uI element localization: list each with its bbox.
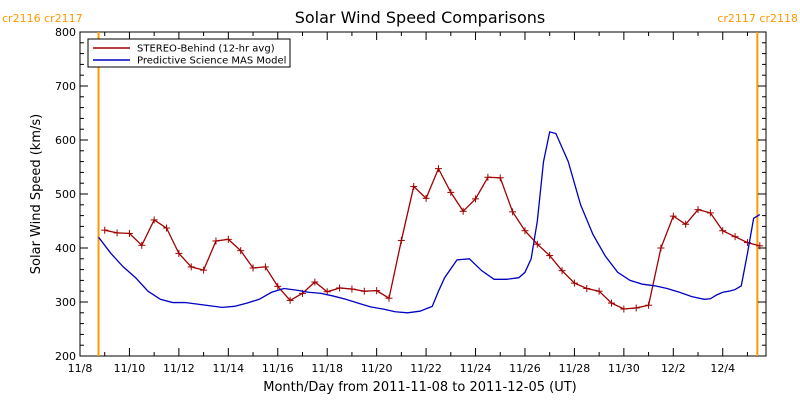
x-tick-label: 11/20 (361, 362, 393, 375)
data-point (113, 229, 121, 237)
data-point (397, 236, 405, 244)
data-point (472, 195, 480, 203)
x-tick-label: 11/26 (509, 362, 541, 375)
data-point (496, 174, 504, 182)
x-tick-label: 11/8 (68, 362, 93, 375)
data-point (212, 237, 220, 245)
legend: STEREO-Behind (12-hr avg)Predictive Scie… (87, 38, 291, 68)
data-point (138, 241, 146, 249)
data-point (583, 285, 591, 292)
data-point (447, 188, 455, 196)
x-axis-label: Month/Day from 2011-11-08 to 2011-12-05 … (263, 380, 576, 395)
data-point (546, 252, 554, 260)
data-point (620, 305, 628, 313)
data-point (274, 282, 282, 290)
data-point (632, 304, 640, 312)
x-tick-label: 11/22 (410, 362, 442, 375)
data-point (249, 264, 257, 272)
data-point (731, 233, 739, 241)
data-point (422, 194, 430, 202)
data-point (694, 206, 702, 214)
carrington-label: cr2116 cr2117 (2, 12, 83, 25)
data-point (521, 227, 529, 235)
x-tick-label: 12/2 (661, 362, 686, 375)
x-tick-label: 12/4 (710, 362, 735, 375)
data-point (311, 278, 319, 286)
legend-box (87, 38, 291, 68)
y-tick-label: 800 (55, 26, 76, 39)
plot-frame (79, 31, 767, 357)
data-point (595, 287, 603, 295)
data-point (187, 263, 195, 271)
data-point (101, 226, 109, 234)
carrington-markers: cr2116 cr2117 cr2117 cr2118 (2, 12, 798, 356)
x-tick-label: 11/10 (114, 362, 146, 375)
chart-title: Solar Wind Speed Comparisons (295, 8, 546, 27)
data-point (286, 296, 294, 304)
legend-entry: STEREO-Behind (12-hr avg) (137, 44, 275, 55)
data-point (459, 207, 467, 215)
data-point (484, 173, 492, 181)
data-point (163, 224, 171, 232)
data-point (533, 240, 541, 248)
data-point (756, 242, 764, 250)
y-tick-label: 400 (55, 242, 76, 255)
x-tick-label: 11/30 (608, 362, 640, 375)
data-point (175, 249, 183, 257)
data-point (706, 209, 714, 217)
y-tick-label: 300 (55, 296, 76, 309)
data-point (385, 294, 393, 302)
data-point (348, 285, 356, 293)
data-point (558, 267, 566, 275)
data-point (237, 247, 245, 255)
data-point (125, 229, 133, 237)
carrington-label: cr2117 cr2118 (717, 12, 798, 25)
data-point (150, 216, 158, 224)
y-tick-label: 700 (55, 80, 76, 93)
series-line-0 (104, 167, 760, 310)
data-point (336, 284, 344, 292)
data-point (570, 279, 578, 287)
data-point (682, 220, 690, 228)
x-tick-label: 11/12 (163, 362, 195, 375)
data-point (509, 208, 517, 216)
x-tick-label: 11/14 (212, 362, 244, 375)
y-axis: 200 300 400 500 600 700 800 (55, 26, 766, 363)
y-axis-label: Solar Wind Speed (km/s) (29, 114, 44, 274)
x-tick-label: 11/24 (460, 362, 492, 375)
data-point (261, 263, 269, 271)
x-tick-label: 11/28 (559, 362, 591, 375)
data-point (669, 212, 677, 220)
data-point (607, 299, 615, 307)
y-tick-label: 600 (55, 134, 76, 147)
series-lines (98, 131, 764, 314)
legend-entry: Predictive Science MAS Model (137, 56, 286, 67)
y-tick-label: 200 (55, 350, 76, 363)
data-point (224, 235, 232, 243)
data-point (410, 182, 418, 190)
y-tick-label: 500 (55, 188, 76, 201)
data-point (434, 165, 442, 173)
data-point (373, 287, 381, 295)
series-line-1 (98, 131, 761, 314)
data-point (657, 244, 665, 252)
data-point (360, 287, 368, 295)
data-point (645, 301, 653, 309)
x-tick-label: 11/18 (311, 362, 343, 375)
data-point (719, 227, 727, 235)
x-axis: 11/8 11/10 11/12 11/14 11/16 11/18 11/20 11/22 1… (68, 32, 748, 375)
x-tick-label: 11/16 (262, 362, 294, 375)
data-point (200, 266, 208, 274)
